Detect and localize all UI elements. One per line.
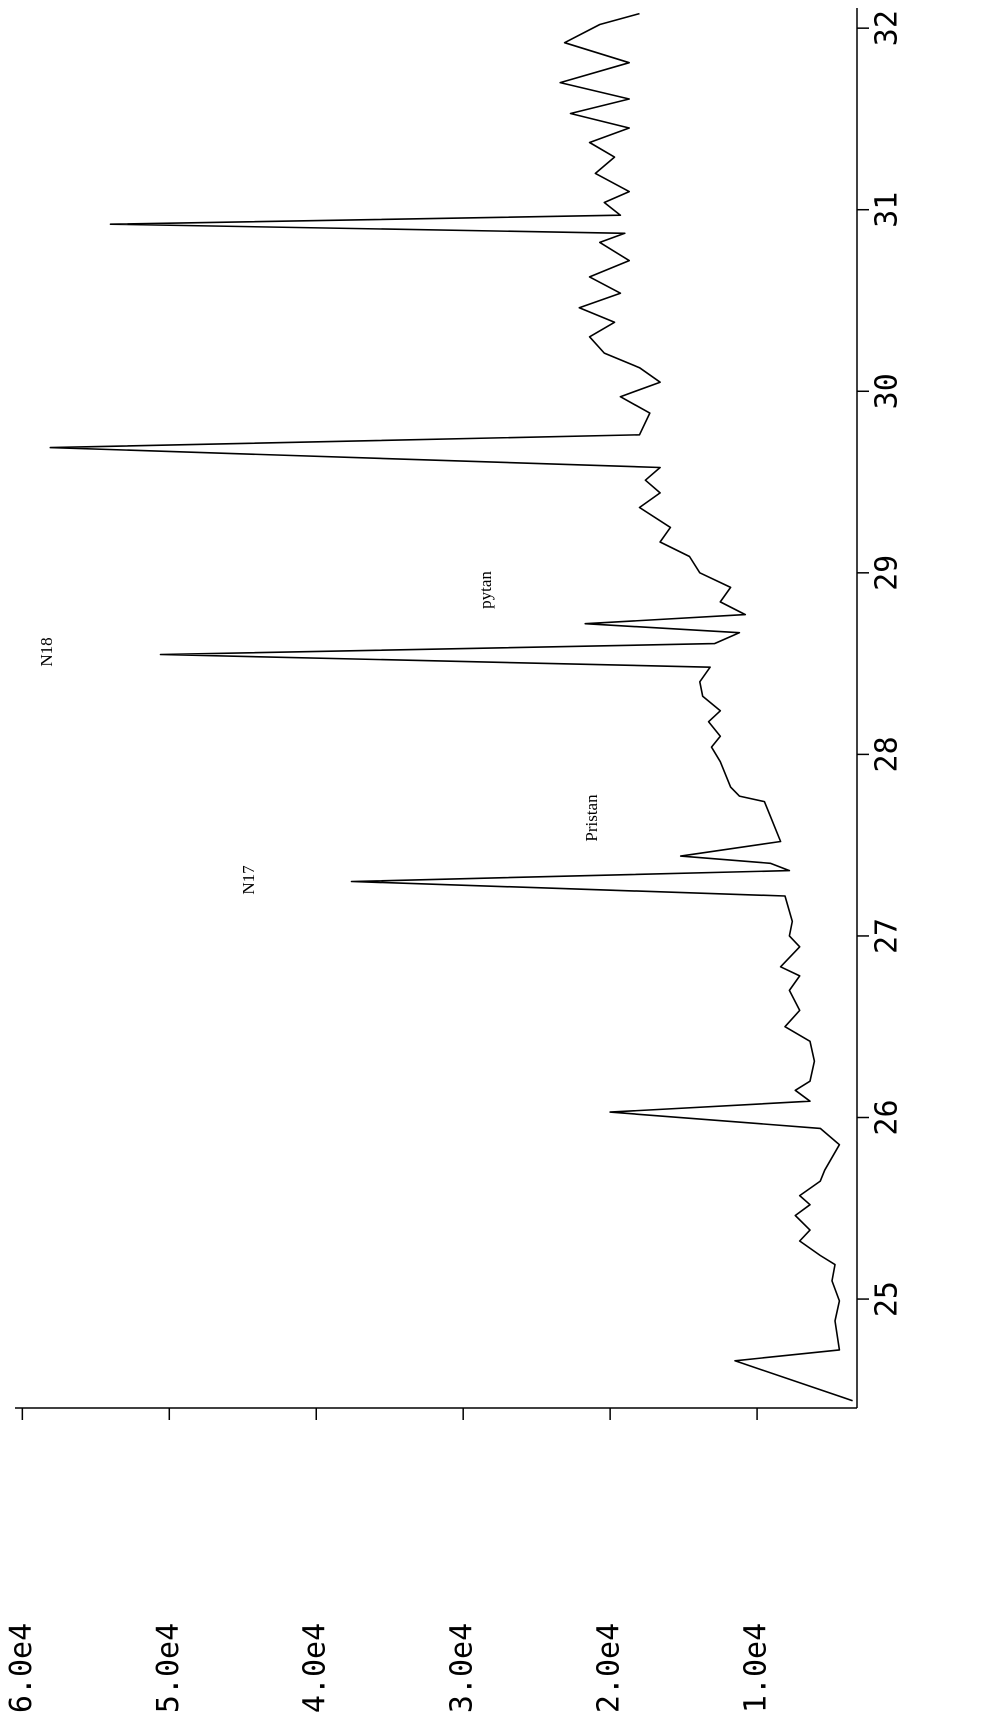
y-tick-label: 6.0e4	[4, 1623, 39, 1713]
y-tick-label: 2.0e4	[592, 1623, 627, 1713]
y-tick-label: 1.0e4	[739, 1623, 774, 1713]
peak-annotation: pytan	[476, 571, 495, 609]
x-tick-label: 30	[870, 373, 905, 409]
y-tick-label: 4.0e4	[298, 1623, 333, 1713]
x-tick-label: 28	[870, 736, 905, 772]
x-tick-label: 32	[870, 10, 905, 46]
trace	[50, 14, 852, 1401]
peak-annotation: Pristan	[582, 794, 601, 842]
x-tick-label: 31	[870, 192, 905, 228]
y-tick-label: 3.0e4	[445, 1623, 480, 1713]
x-tick-label: 25	[870, 1281, 905, 1317]
chart: 1.0e4 2.0e4 3.0e4 4.0e4 5.0e4 6.0e4 25 26 27 28 29…	[0, 0, 996, 1726]
x-tick-label: 26	[870, 1099, 905, 1135]
x-tick-label: 29	[870, 555, 905, 591]
x-tick-label: 27	[870, 918, 905, 954]
page: {"chart_data": { "type": "line", "x": [2…	[0, 0, 996, 1726]
peak-annotation: N17	[239, 865, 258, 895]
peak-annotation: N18	[37, 637, 56, 666]
y-tick-label: 5.0e4	[151, 1623, 186, 1713]
